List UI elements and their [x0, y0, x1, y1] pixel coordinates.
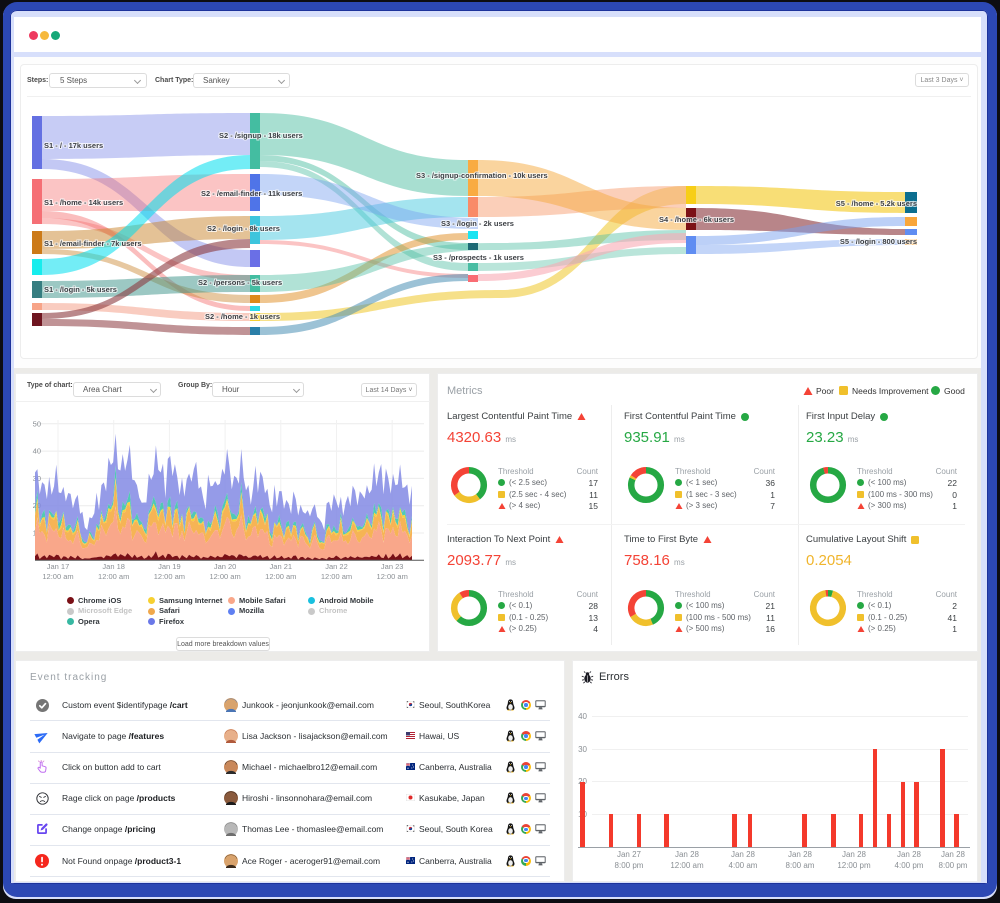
svg-text:S2 - /login - 8k users: S2 - /login - 8k users: [207, 224, 280, 233]
svg-text:12:00 am: 12:00 am: [98, 572, 129, 581]
svg-text:S1 - /login - 5k users: S1 - /login - 5k users: [44, 285, 117, 294]
svg-text:S3 - /prospects - 1k users: S3 - /prospects - 1k users: [433, 253, 524, 262]
svg-text:12:00 am: 12:00 am: [154, 572, 185, 581]
svg-text:S2 - /signup - 18k users: S2 - /signup - 18k users: [219, 131, 303, 140]
svg-text:12:00 am: 12:00 am: [377, 572, 408, 581]
svg-text:Jan 23: Jan 23: [381, 562, 404, 571]
svg-text:Jan 21: Jan 21: [270, 562, 293, 571]
svg-text:Jan 22: Jan 22: [325, 562, 348, 571]
svg-text:40: 40: [33, 447, 41, 456]
svg-text:S2 - /email-finder - 11k users: S2 - /email-finder - 11k users: [201, 189, 302, 198]
svg-text:S5 - /login - 800 users: S5 - /login - 800 users: [840, 237, 917, 246]
svg-text:12:00 am: 12:00 am: [321, 572, 352, 581]
svg-text:Jan 17: Jan 17: [47, 562, 70, 571]
svg-text:Jan 19: Jan 19: [158, 562, 181, 571]
svg-text:12:00 am: 12:00 am: [209, 572, 240, 581]
svg-text:12:00 am: 12:00 am: [265, 572, 296, 581]
svg-text:S3 - /login - 2k users: S3 - /login - 2k users: [441, 219, 514, 228]
svg-text:Jan 20: Jan 20: [214, 562, 237, 571]
svg-text:50: 50: [33, 419, 41, 428]
svg-text:S2 - /persons - 5k users: S2 - /persons - 5k users: [198, 278, 282, 287]
svg-text:Jan 18: Jan 18: [102, 562, 125, 571]
svg-text:S1 - /email-finder - 7k users: S1 - /email-finder - 7k users: [44, 239, 142, 248]
svg-text:S1 - /home - 14k users: S1 - /home - 14k users: [44, 198, 123, 207]
svg-text:S1 - / - 17k users: S1 - / - 17k users: [44, 141, 103, 150]
svg-text:S3 - /signup-confirmation - 10: S3 - /signup-confirmation - 10k users: [416, 171, 548, 180]
svg-text:S5 - /home - 5.2k users: S5 - /home - 5.2k users: [836, 199, 917, 208]
svg-text:12:00 am: 12:00 am: [42, 572, 73, 581]
svg-text:S4 - /home - 6k users: S4 - /home - 6k users: [659, 215, 734, 224]
svg-text:S2 - /home - 1k users: S2 - /home - 1k users: [205, 312, 280, 321]
